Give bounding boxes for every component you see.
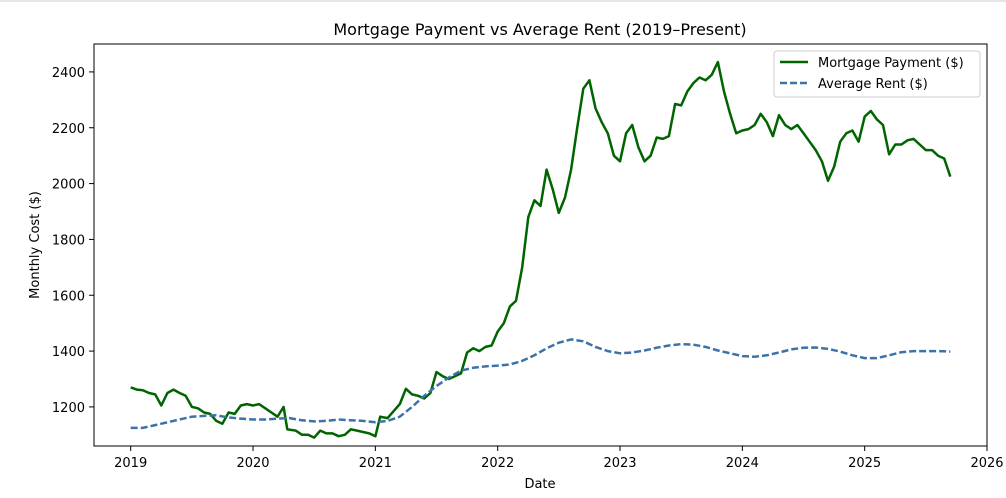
chart-title: Mortgage Payment vs Average Rent (2019–P… (333, 20, 746, 39)
y-tick-label: 1400 (52, 345, 85, 360)
x-axis-label: Date (524, 477, 555, 492)
legend-label-mortgage: Mortgage Payment ($) (818, 56, 964, 71)
legend-box (773, 50, 981, 98)
x-tick-label: 2023 (603, 456, 636, 471)
x-tick-label: 2024 (726, 456, 759, 471)
y-tick-label: 1600 (52, 289, 85, 304)
legend: Mortgage Payment ($) Average Rent ($) (773, 50, 981, 98)
series-layer (130, 60, 952, 439)
plot-frame (93, 43, 988, 447)
x-tick-label: 2020 (236, 456, 269, 471)
x-tick-label: 2026 (970, 456, 1003, 471)
legend-label-rent: Average Rent ($) (818, 77, 928, 92)
y-tick-label: 2000 (52, 178, 85, 193)
y-tick-label: 1800 (52, 233, 85, 248)
x-tick-label: 2022 (481, 456, 514, 471)
top-edge (0, 0, 1006, 2)
ticks-layer: 2019 2020 2021 2022 2023 2024 2025 2026 1200 1400… (52, 66, 1004, 471)
y-axis-label: Monthly Cost ($) (28, 191, 43, 299)
x-tick-label: 2021 (359, 456, 392, 471)
y-tick-label: 1200 (52, 401, 85, 416)
y-tick-label: 2400 (52, 66, 85, 81)
series-line-mortgage (130, 60, 952, 439)
series-line-rent (130, 338, 951, 430)
x-tick-label: 2019 (114, 456, 147, 471)
x-tick-label: 2025 (848, 456, 881, 471)
y-tick-label: 2200 (52, 122, 85, 137)
